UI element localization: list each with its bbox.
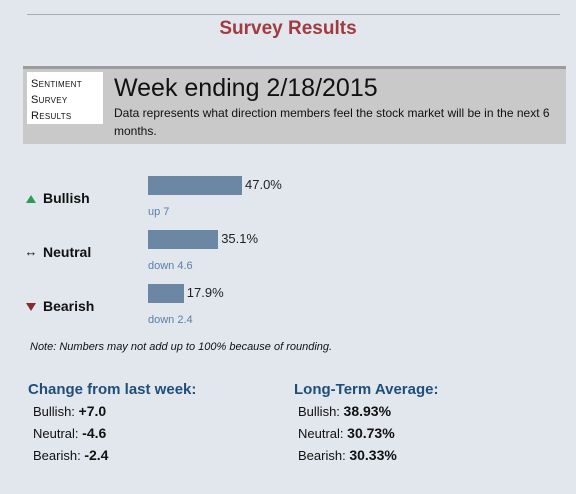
rounding-note: Note: Numbers may not add up to 100% bec… — [30, 341, 333, 353]
stat-value: +7.0 — [78, 403, 107, 419]
neutral-percent: 35.1% — [221, 231, 259, 246]
sentiment-label: Neutral — [43, 244, 92, 260]
stat-value: -4.6 — [82, 425, 107, 441]
neutral-change: down 4.6 — [148, 260, 193, 272]
bullish-change: up 7 — [148, 206, 170, 218]
average-heading: Long-Term Average: — [294, 381, 439, 398]
change-heading: Change from last week: — [28, 381, 197, 398]
neutral-bar — [148, 230, 219, 249]
banner-description: Data represents what direction members f… — [114, 106, 550, 138]
bearish-bar — [148, 284, 184, 303]
bearish-change: down 2.4 — [148, 314, 193, 326]
bearish-percent: 17.9% — [186, 285, 224, 300]
stat-label: Bullish: — [298, 404, 340, 419]
stat-value: 30.73% — [347, 425, 395, 441]
average-bearish: Bearish: 30.33% — [298, 447, 397, 463]
average-bullish: Bullish: 38.93% — [298, 403, 391, 419]
bullish-percent: 47.0% — [245, 177, 282, 192]
stat-label: Neutral: — [33, 426, 79, 441]
triangle-down-icon — [24, 298, 38, 314]
triangle-up-icon — [24, 190, 38, 206]
stat-label: Bullish: — [33, 404, 75, 419]
change-neutral: Neutral: -4.6 — [33, 425, 106, 441]
bullish-bar — [148, 176, 242, 195]
badge-line: Results — [31, 110, 72, 122]
badge-line: Sentiment — [31, 78, 82, 90]
stat-value: -2.4 — [84, 447, 109, 463]
stat-value: 30.33% — [349, 447, 397, 463]
change-bearish: Bearish: -2.4 — [33, 447, 108, 463]
average-neutral: Neutral: 30.73% — [298, 425, 395, 441]
stat-label: Neutral: — [298, 426, 344, 441]
left-right-arrow-icon: ↔ — [24, 244, 38, 259]
week-title: Week ending 2/18/2015 — [114, 74, 378, 102]
change-bullish: Bullish: +7.0 — [33, 403, 106, 419]
stat-value: 38.93% — [343, 403, 392, 419]
sentiment-label: Bullish — [43, 190, 90, 206]
stat-label: Bearish: — [33, 448, 81, 463]
sentiment-survey-badge: Sentiment Survey Results — [27, 72, 103, 124]
sentiment-label: Bearish — [43, 298, 95, 314]
bullish-label: Bullish — [24, 190, 90, 206]
top-divider — [27, 14, 560, 15]
page-title: Survey Results — [219, 18, 357, 39]
week-banner: Sentiment Survey Results Week ending 2/1… — [23, 66, 566, 144]
neutral-label: ↔ Neutral — [24, 244, 92, 260]
badge-line: Survey — [31, 94, 68, 106]
stat-label: Bearish: — [298, 448, 346, 463]
bearish-label: Bearish — [24, 298, 94, 314]
